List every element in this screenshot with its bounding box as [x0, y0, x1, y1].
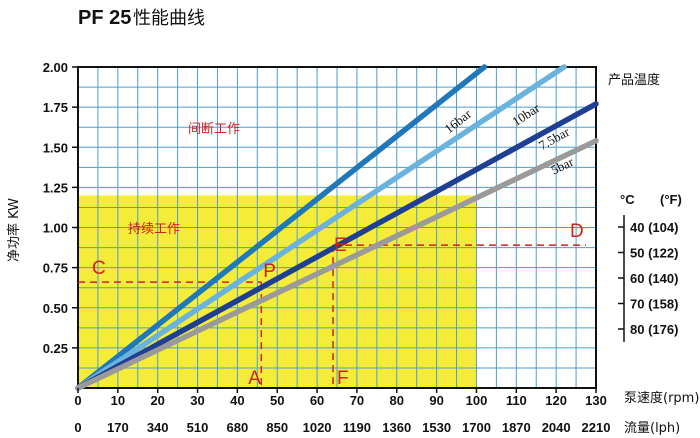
x-tick-label: 0: [74, 393, 81, 408]
y-tick-label: 0.50: [43, 301, 68, 316]
x2-tick-label: 0: [74, 420, 81, 435]
x-tick-label: 40: [230, 393, 244, 408]
marker-C: C: [92, 258, 106, 279]
marker-labels: A P C E F D: [92, 221, 584, 389]
marker-A: A: [248, 368, 261, 389]
x2-tick-label: 340: [147, 420, 169, 435]
intermittent-zone-label: 间断工作: [188, 122, 240, 137]
x-tick-label: 120: [545, 393, 567, 408]
series-lines: [75, 64, 599, 391]
x2-tick-label: 1530: [422, 420, 451, 435]
grid-lines: [78, 67, 596, 388]
y-tick-label: 0.75: [43, 261, 68, 276]
temperature-tick-label: 40 (104): [630, 220, 678, 235]
series-line-0: [75, 64, 488, 391]
x2-tick-label: 510: [187, 420, 209, 435]
x-tick-label: 90: [429, 393, 443, 408]
x-tick-label: 10: [111, 393, 125, 408]
x-tick-label: 110: [506, 393, 527, 408]
temperature-unit-c: °C: [620, 192, 635, 207]
x-axis-label: 泵速度(rpm): [624, 390, 699, 406]
x2-tick-label: 2040: [542, 420, 571, 435]
x-tick-label: 130: [585, 393, 607, 408]
chart-title-model: PF 25: [78, 7, 131, 29]
x-tick-label: 20: [150, 393, 164, 408]
x-tick-label: 30: [190, 393, 204, 408]
x2-tick-label: 1190: [343, 420, 371, 435]
temperature-tick-label: 80 (176): [630, 322, 678, 337]
x-axis-ticks: 0 10 20 30 40 50 60 70 80 90 100 110 120 130: [74, 388, 607, 408]
x2-axis-ticks: 0 170 340 510 680 850 1020 1190 1360 1530 1700 1870…: [74, 420, 610, 435]
marker-P: P: [263, 261, 276, 282]
x-tick-label: 80: [390, 393, 404, 408]
x2-tick-label: 2210: [582, 420, 611, 435]
temperature-tick-label: 70 (158): [630, 297, 678, 312]
x2-tick-label: 680: [227, 420, 249, 435]
y-tick-label: 1.00: [43, 221, 68, 236]
x2-tick-label: 850: [266, 420, 288, 435]
marker-D: D: [570, 221, 584, 242]
x2-tick-label: 1020: [303, 420, 332, 435]
x-tick-label: 60: [310, 393, 324, 408]
x-tick-label: 50: [270, 393, 284, 408]
y-tick-label: 0.25: [43, 341, 68, 356]
x-tick-label: 100: [466, 393, 488, 408]
y-tick-label: 1.50: [43, 140, 68, 155]
y-axis-ticks: 0.25 0.50 0.75 1.00 1.25 1.50 1.75 2.00: [43, 60, 78, 356]
marker-F: F: [337, 368, 349, 389]
y-axis-label: 净功率 KW: [6, 198, 22, 262]
series-line-3: [75, 138, 599, 391]
marker-E: E: [334, 235, 347, 256]
continuous-zone-label: 持续工作: [128, 222, 180, 237]
x2-tick-label: 1700: [462, 420, 491, 435]
temperature-unit-f: (°F): [660, 192, 682, 207]
x2-tick-label: 170: [107, 420, 129, 435]
x2-tick-label: 1870: [502, 420, 531, 435]
temperature-scale-title: 产品温度: [608, 72, 660, 88]
series-line-2: [75, 101, 599, 391]
series-line-1: [75, 64, 567, 391]
x2-axis-label: 流量(lph): [624, 421, 680, 436]
temperature-tick-label: 50 (122): [630, 246, 678, 261]
x2-tick-label: 1360: [382, 420, 411, 435]
y-tick-label: 1.75: [43, 100, 68, 115]
y-tick-label: 1.25: [43, 180, 68, 195]
y-tick-label: 2.00: [43, 60, 68, 75]
temperature-scale: 产品温度 °C (°F) 40 (104) 50 (122) 60 (140) 70 …: [608, 72, 682, 342]
temperature-tick-label: 60 (140): [630, 271, 678, 286]
x-tick-label: 70: [350, 393, 364, 408]
chart-title-text: 性能曲线: [133, 8, 205, 29]
